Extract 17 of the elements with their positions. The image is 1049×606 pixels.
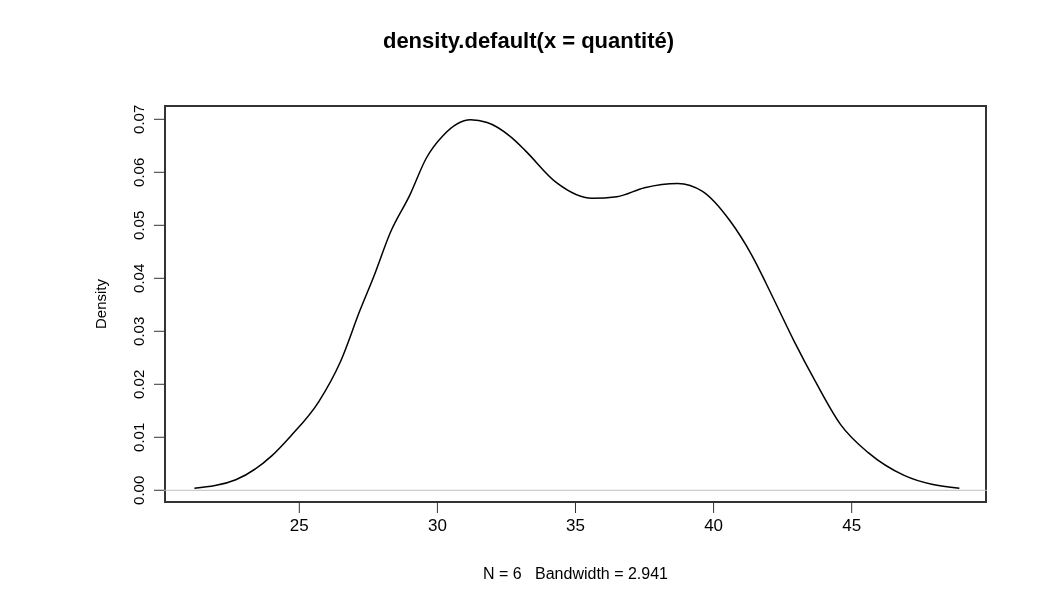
y-tick-label: 0.00 [130,475,147,505]
y-tick-label: 0.04 [130,263,147,293]
chart-title: density.default(x = quantité) [381,28,676,54]
y-tick-label: 0.03 [130,316,147,346]
x-tick-label: 40 [704,516,724,536]
y-tick-label: 0.01 [130,422,147,452]
x-tick-label: 45 [842,516,862,536]
x-axis-title: N = 6 Bandwidth = 2.941 [482,565,669,583]
y-tick-label: 0.02 [130,369,147,399]
y-tick-label: 0.07 [130,104,147,134]
x-tick-label: 30 [427,516,447,536]
x-tick-label: 35 [566,516,585,536]
y-tick-label: 0.05 [130,210,147,240]
line-series [193,119,961,489]
y-tick-label: 0.06 [130,157,147,187]
x-tick-label: 25 [289,516,309,536]
y-axis-title: Density [92,278,110,330]
